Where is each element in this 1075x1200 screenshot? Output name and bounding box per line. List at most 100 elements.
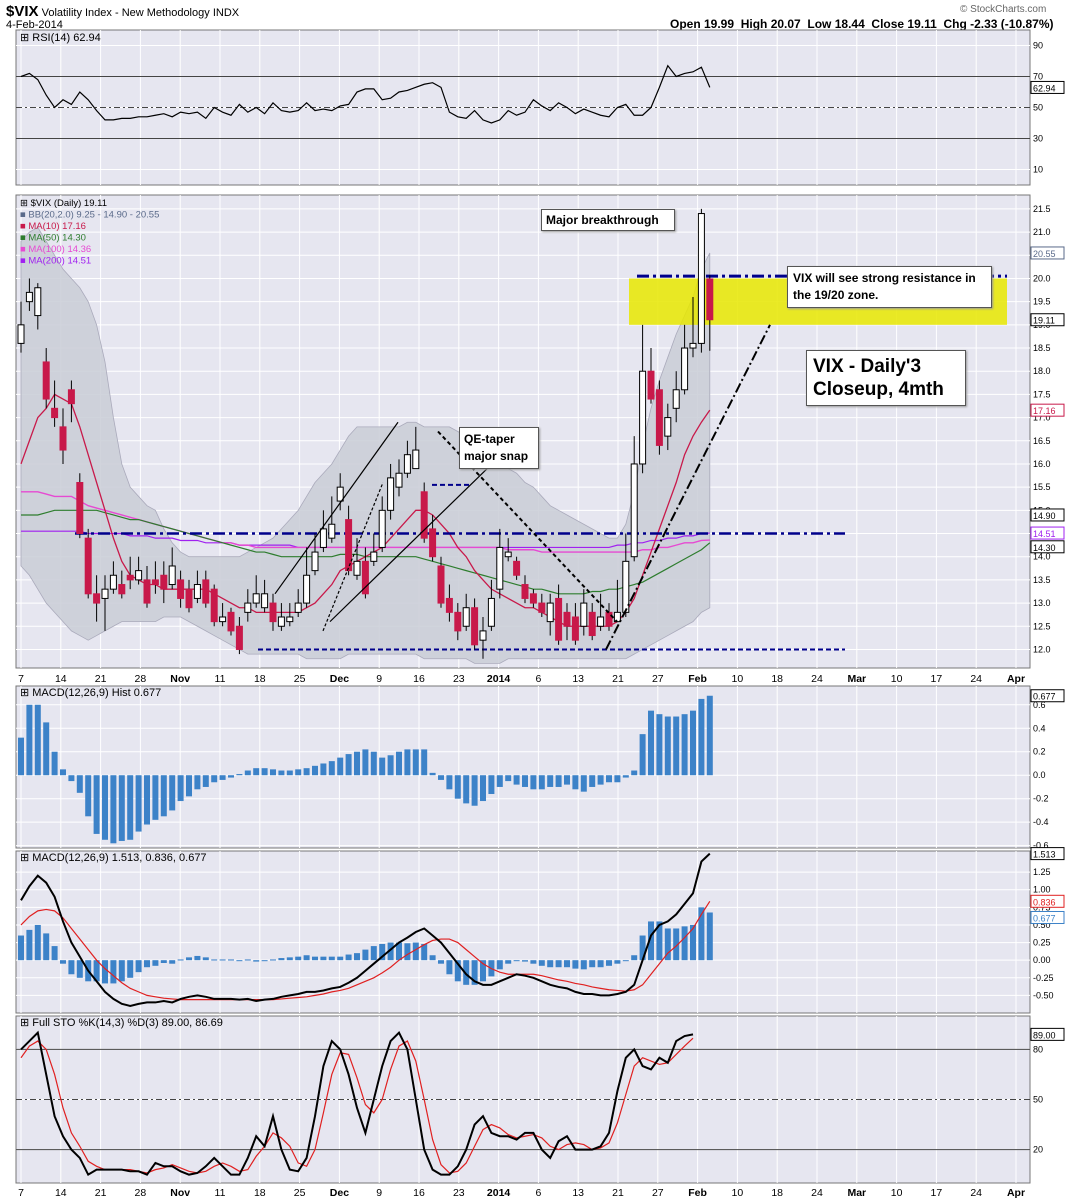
macd-bar-52 xyxy=(454,960,461,982)
macd-hist-bar-30 xyxy=(270,769,276,776)
macd-signal-line xyxy=(20,900,711,1001)
candle-body-57 xyxy=(496,546,504,590)
price-y-tick-12: 18.0 xyxy=(1033,366,1051,376)
macd-hist-bar-20 xyxy=(186,775,192,797)
price-right-label-3-box xyxy=(1030,508,1065,522)
candle-body-11 xyxy=(109,574,117,590)
macd-hist-y-tick-6: 0.6 xyxy=(1033,700,1046,710)
macd-hist-panel-bg xyxy=(15,685,1031,849)
macd-hist-bar-77 xyxy=(664,716,671,776)
macd-bar-11 xyxy=(110,960,117,984)
macd-hist-current-label-box xyxy=(1030,689,1065,703)
macd-y-tick-0: -0.50 xyxy=(1033,990,1054,1000)
macd-hist-y-tick-4: 0.2 xyxy=(1033,747,1046,757)
x-label-bottom-15: 21 xyxy=(612,1187,624,1199)
macd-bar-20 xyxy=(186,957,192,961)
trendline-b xyxy=(322,482,384,632)
candle-body-38 xyxy=(336,486,344,502)
macd-hist-bar-16 xyxy=(152,775,159,820)
candle-body-46 xyxy=(403,454,411,474)
macd-y-tick-2: 0.00 xyxy=(1033,955,1051,965)
macd-bar-71 xyxy=(614,960,621,964)
rsi-y-tick-1: 30 xyxy=(1033,134,1043,144)
macd-label-0-text: 1.513 xyxy=(1033,850,1056,860)
rsi-y-tick-3: 70 xyxy=(1033,72,1043,82)
header-watermark: © StockCharts.com xyxy=(960,4,1047,15)
macd-bar-80 xyxy=(690,924,696,961)
macd-bar-81 xyxy=(698,907,705,961)
price-y-tick-15: 19.5 xyxy=(1033,297,1051,307)
macd-bar-34 xyxy=(303,955,310,961)
x-label-top-14: 13 xyxy=(572,673,584,685)
macd-hist-bar-44 xyxy=(387,755,394,776)
candle-body-15 xyxy=(143,579,151,604)
macd-bar-9 xyxy=(93,960,100,982)
macd-bar-7 xyxy=(76,960,83,978)
price-y-tick-1: 12.5 xyxy=(1033,621,1051,631)
macd-hist-bar-7 xyxy=(76,775,83,793)
candle-body-4 xyxy=(51,407,59,419)
price-right-label-2-box xyxy=(1030,403,1065,417)
candle-body-53 xyxy=(462,607,470,627)
macd-hist-bar-46 xyxy=(404,749,411,776)
macd-hist-bar-78 xyxy=(673,716,680,776)
macd-hist-bar-2 xyxy=(34,704,41,776)
price-y-tick-13: 18.5 xyxy=(1033,343,1051,353)
candle-body-42 xyxy=(370,551,378,562)
macd-bar-55 xyxy=(480,960,486,982)
x-label-bottom-5: 11 xyxy=(215,1187,226,1199)
x-label-bottom-0: 7 xyxy=(18,1187,24,1199)
macd-hist-bar-15 xyxy=(144,775,150,825)
candle-body-22 xyxy=(202,579,210,604)
macd-hist-bar-69 xyxy=(597,775,604,785)
candle-body-27 xyxy=(244,602,252,613)
candle-body-73 xyxy=(630,463,638,558)
sto-y-tick-2: 80 xyxy=(1033,1044,1043,1054)
macd-bar-66 xyxy=(572,960,579,969)
macd-hist-bar-66 xyxy=(572,775,579,790)
candle-body-69 xyxy=(597,616,605,627)
macd-hist-bar-31 xyxy=(278,770,285,776)
price-y-tick-7: 15.5 xyxy=(1033,482,1051,492)
sto-legend: ⊞ Full STO %K(14,3) %D(3) 89.00, 86.69 xyxy=(20,1017,223,1029)
macd-hist-bar-17 xyxy=(160,775,167,817)
macd-hist-bar-19 xyxy=(177,775,184,802)
macd-hist-bar-51 xyxy=(446,775,453,790)
macd-hist-bar-53 xyxy=(463,775,470,804)
price-y-tick-16: 20.0 xyxy=(1033,273,1051,283)
macd-hist-bar-73 xyxy=(631,770,638,776)
candle-body-51 xyxy=(445,597,453,613)
macd-bar-5 xyxy=(60,960,66,964)
price-legend-4: ■ MA(100) 14.36 xyxy=(20,244,91,255)
candle-body-33 xyxy=(294,602,302,613)
macd-hist-bar-71 xyxy=(614,775,621,783)
x-label-top-16: 27 xyxy=(652,673,664,685)
candle-body-43 xyxy=(378,509,386,548)
candle-body-19 xyxy=(177,579,185,599)
macd-hist-bar-12 xyxy=(118,775,125,841)
x-label-top-8: Dec xyxy=(330,673,349,685)
macd-bar-4 xyxy=(51,946,58,961)
macd-bar-39 xyxy=(345,954,352,961)
macd-bar-40 xyxy=(354,953,360,961)
macd-bar-42 xyxy=(370,946,377,961)
macd-bar-78 xyxy=(673,928,680,961)
x-label-bottom-8: Dec xyxy=(330,1187,349,1199)
x-label-top-4: Nov xyxy=(170,673,190,685)
macd-hist-bar-29 xyxy=(261,768,268,776)
macd-bar-51 xyxy=(446,960,453,975)
candle-body-6 xyxy=(67,389,75,405)
annotation-qe-taper: QE-taper major snap xyxy=(459,427,539,469)
candle-body-78 xyxy=(672,389,680,409)
rsi-y-tick-2: 50 xyxy=(1033,103,1043,113)
macd-bar-54 xyxy=(471,960,478,985)
price-y-tick-2: 13.0 xyxy=(1033,598,1051,608)
candle-body-70 xyxy=(605,611,613,627)
macd-bar-16 xyxy=(152,960,159,966)
rsi-current-label-text: 62.94 xyxy=(1033,83,1056,93)
macd-hist-bar-22 xyxy=(202,775,209,787)
candle-body-35 xyxy=(311,551,319,572)
macd-bar-0 xyxy=(18,935,24,961)
